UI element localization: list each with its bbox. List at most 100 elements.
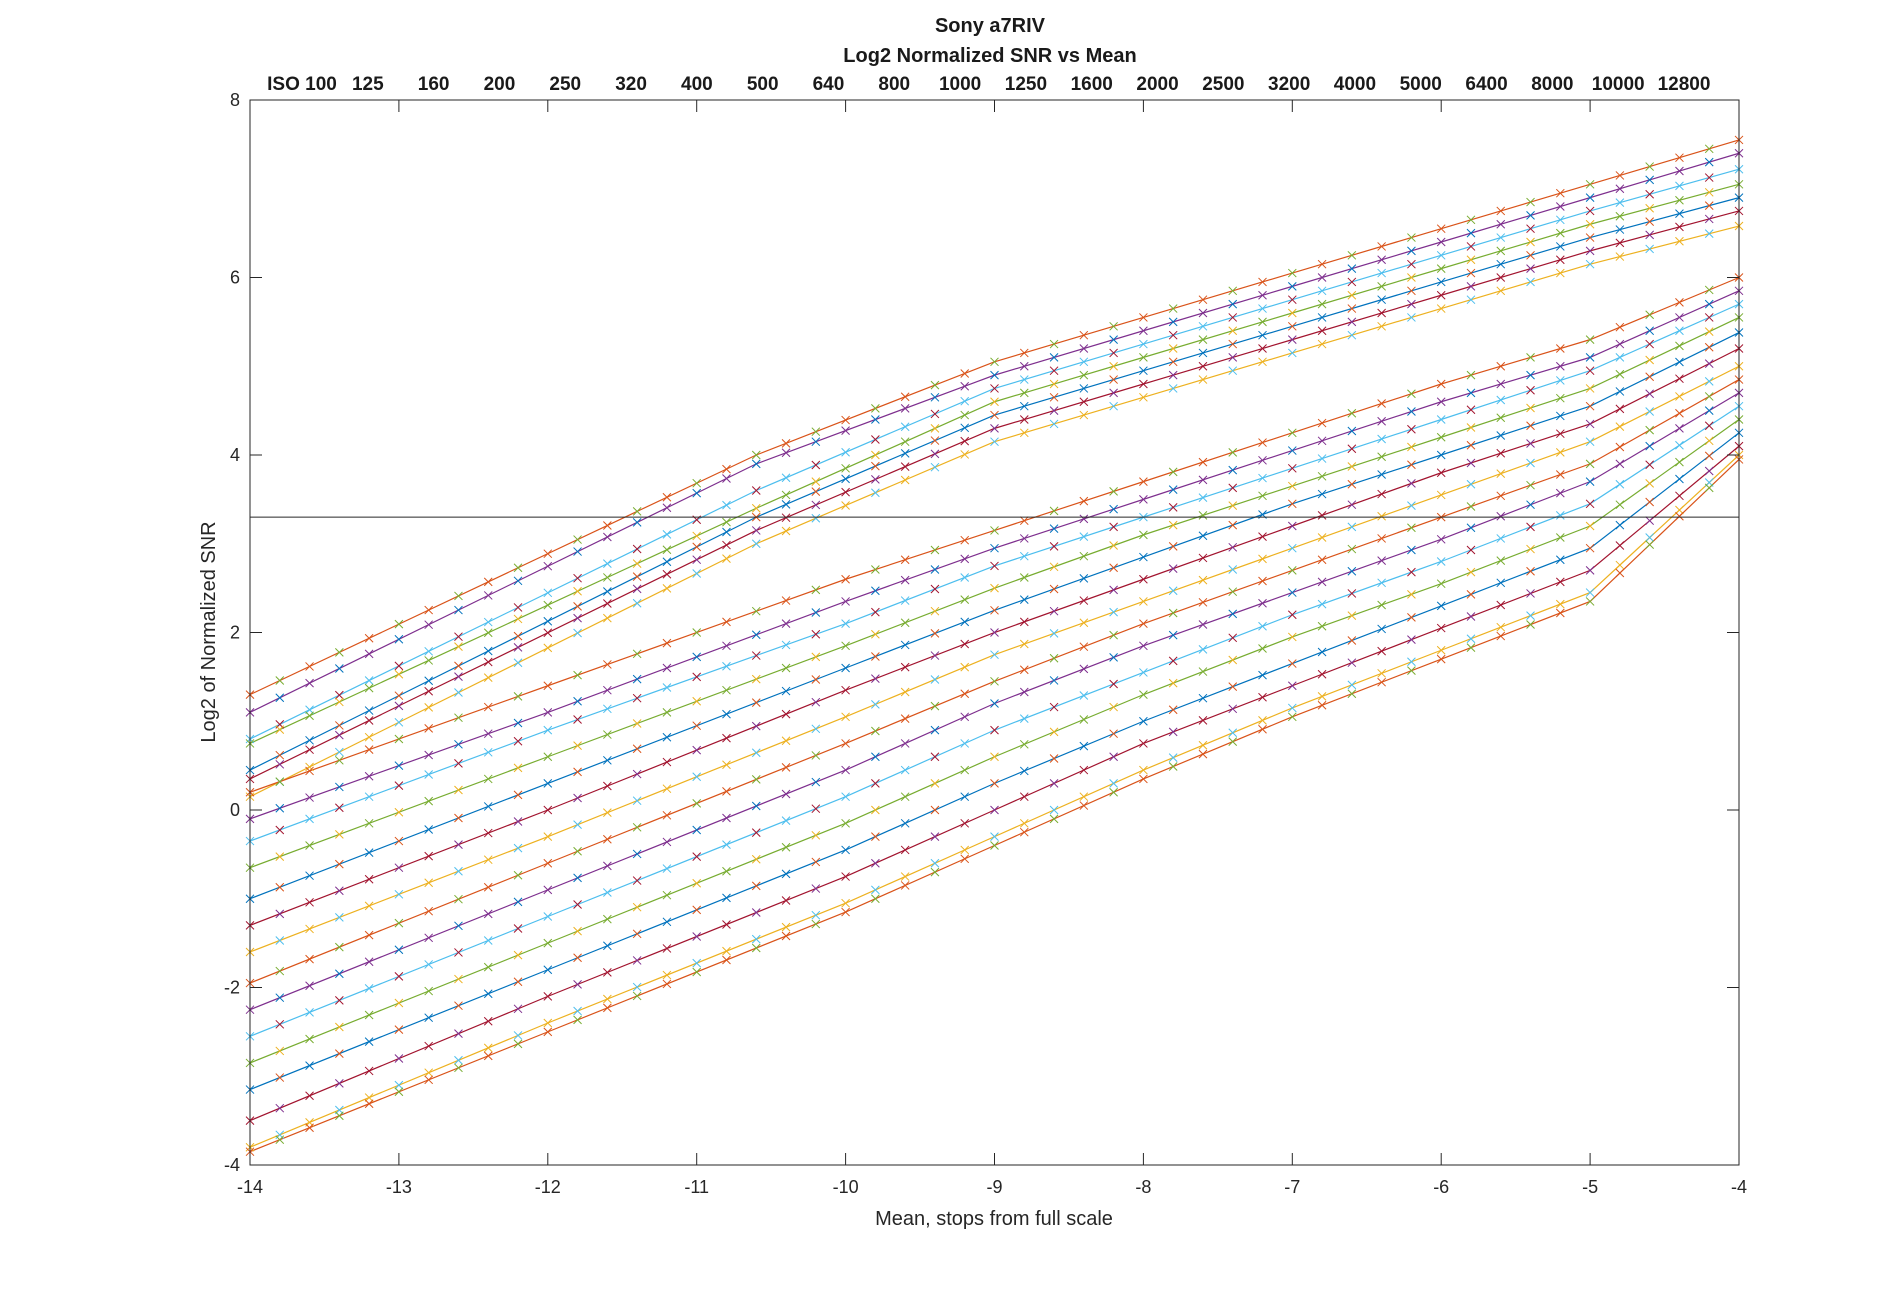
data-point-marker (1704, 327, 1714, 336)
data-point-marker (1496, 246, 1506, 256)
data-point-marker (722, 517, 731, 527)
data-point-marker (781, 736, 791, 746)
data-point-marker (1317, 299, 1327, 309)
data-point-marker (603, 834, 612, 844)
data-point-marker (1287, 348, 1297, 358)
data-point-marker (1675, 209, 1684, 218)
data-point-marker (543, 965, 553, 975)
data-point-marker (305, 897, 314, 907)
data-point-marker (632, 956, 642, 965)
data-point-marker (1645, 460, 1655, 470)
data-point-marker (1168, 384, 1178, 393)
data-point-marker (543, 549, 553, 559)
data-point-marker (662, 970, 672, 980)
data-point-marker (454, 1029, 463, 1039)
data-point-marker (1228, 286, 1238, 296)
data-point-marker (1645, 189, 1655, 199)
data-point-marker (394, 661, 404, 671)
data-point-marker (1645, 425, 1655, 435)
data-point-marker (1555, 255, 1565, 265)
iso-label: 2000 (1136, 74, 1178, 95)
data-point-marker (1645, 326, 1655, 336)
data-point-marker (1377, 578, 1386, 588)
data-point-marker (662, 584, 672, 593)
data-point-marker (1496, 578, 1506, 588)
data-point-marker (1645, 441, 1655, 451)
data-point-marker (841, 619, 850, 628)
data-point-marker (900, 640, 910, 650)
data-point-marker (1615, 500, 1625, 510)
data-point-marker (1317, 273, 1327, 282)
data-point-marker (1377, 646, 1386, 656)
data-point-marker (960, 554, 970, 564)
data-point-marker (364, 818, 374, 828)
data-point-marker (1555, 188, 1565, 198)
data-point-marker (871, 488, 880, 498)
data-point-marker (1079, 574, 1089, 583)
data-point-marker (900, 714, 910, 723)
data-point-marker (1139, 339, 1148, 349)
data-point-marker (305, 924, 314, 934)
data-point-marker (930, 449, 940, 459)
data-point-marker (1555, 533, 1565, 542)
data-point-marker (1109, 504, 1118, 514)
data-point-marker (1079, 384, 1089, 393)
data-point-marker (1019, 348, 1029, 358)
data-point-marker (960, 436, 970, 446)
data-point-marker (1317, 286, 1327, 296)
data-point-marker (751, 943, 761, 953)
data-point-marker (424, 703, 434, 712)
data-point-marker (1198, 475, 1208, 485)
data-point-marker (543, 832, 553, 841)
data-point-marker (1585, 477, 1595, 486)
data-point-marker (1258, 317, 1267, 327)
data-point-marker (990, 384, 999, 393)
data-point-marker (1704, 299, 1714, 309)
data-point-marker (632, 649, 642, 659)
data-point-marker (1198, 531, 1208, 541)
data-point-marker (573, 741, 582, 751)
data-point-marker (1436, 490, 1446, 500)
data-point-marker (275, 852, 285, 861)
x-axis-label: Mean, stops from full scale (875, 1208, 1113, 1230)
data-point-marker (1615, 198, 1625, 207)
data-point-marker (1436, 450, 1446, 460)
data-point-marker (1645, 516, 1655, 526)
data-point-marker (751, 450, 761, 460)
data-point-marker (513, 870, 523, 880)
data-point-marker (513, 576, 523, 586)
data-point-marker (1704, 436, 1714, 446)
data-point-marker (811, 585, 821, 595)
data-point-marker (513, 658, 523, 668)
data-point-marker (1228, 565, 1238, 574)
data-point-marker (334, 664, 344, 673)
data-point-marker (1079, 514, 1089, 524)
data-point-marker (692, 569, 702, 578)
data-point-marker (1675, 326, 1684, 336)
data-point-marker (960, 792, 970, 802)
data-point-marker (990, 805, 999, 815)
data-point-marker (692, 852, 702, 861)
data-point-marker (1377, 452, 1386, 462)
data-point-marker (1496, 233, 1506, 242)
data-point-marker (573, 926, 582, 936)
data-point-marker (1466, 215, 1476, 225)
data-point-marker (1258, 330, 1267, 340)
data-point-marker (1258, 455, 1267, 465)
data-point-marker (1555, 393, 1565, 403)
data-point-marker (811, 884, 821, 893)
data-point-marker (1436, 264, 1446, 273)
data-point-marker (722, 540, 731, 550)
data-point-marker (1407, 389, 1416, 399)
data-point-marker (1436, 397, 1446, 407)
data-point-marker (1228, 501, 1238, 510)
data-point-marker (722, 920, 731, 929)
data-point-marker (364, 792, 374, 802)
data-point-marker (513, 924, 523, 933)
data-point-marker (364, 984, 374, 993)
data-point-marker (1228, 682, 1238, 691)
data-point-marker (1615, 568, 1625, 578)
data-point-marker (334, 647, 344, 657)
data-point-marker (1496, 600, 1506, 610)
data-point-marker (1436, 534, 1446, 544)
